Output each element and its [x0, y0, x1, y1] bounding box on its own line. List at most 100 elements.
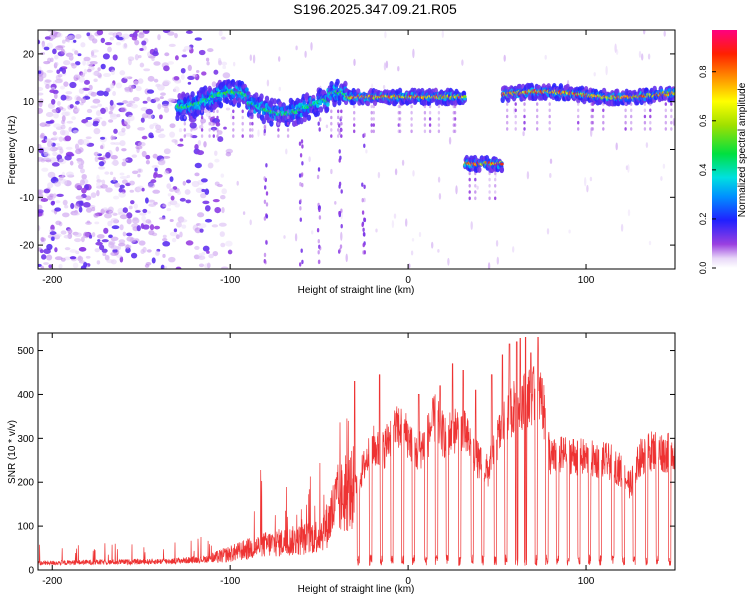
spectrogram-cell	[38, 86, 44, 92]
spectrogram-cell	[52, 131, 57, 136]
spectrogram-cell	[185, 30, 193, 34]
x-tick-label: -100	[220, 576, 240, 587]
spectrogram-cell	[201, 252, 206, 256]
spectrogram-cell	[190, 109, 193, 114]
spectrogram-cell	[308, 156, 311, 163]
spectrogram-cell	[140, 117, 145, 123]
spectrogram-cell	[85, 136, 92, 140]
spectrogram-cell	[301, 182, 304, 188]
spectrogram-cell	[61, 171, 66, 178]
spectrogram-cell	[48, 264, 53, 269]
spectrogram-cell	[452, 110, 455, 115]
spectrogram-cell	[49, 231, 57, 236]
spectrogram-cell	[105, 151, 111, 159]
spectrogram-cell	[195, 70, 200, 73]
spectrogram-cell	[211, 224, 219, 228]
spectrogram-cell	[452, 104, 455, 109]
spectrogram-cell	[110, 135, 116, 140]
spectrogram-cell	[200, 109, 204, 114]
spectrogram-cell	[363, 217, 366, 222]
spectrogram-cell	[54, 61, 59, 67]
spectrogram-cell	[52, 193, 57, 198]
spectrogram-cell	[179, 219, 188, 223]
spectrogram-cell	[324, 106, 330, 113]
spectrogram-cell	[410, 117, 413, 121]
spectrogram-cell	[80, 179, 85, 186]
spectrogram-cell	[183, 134, 186, 138]
spectrogram-cell	[56, 146, 63, 151]
spectrogram-cell	[167, 98, 176, 102]
spectrogram-cell	[362, 227, 365, 232]
spectrogram-cell	[577, 127, 580, 131]
spectrogram-cell	[224, 97, 230, 105]
spectrogram-cell	[130, 200, 135, 205]
spectrogram-cell	[110, 251, 119, 257]
spectrogram-cell	[330, 128, 333, 132]
spectrogram-cell	[304, 92, 310, 99]
spectrogram-cell	[624, 108, 627, 113]
spectrogram-cell	[330, 134, 333, 138]
spectrogram-cell	[90, 105, 98, 109]
spectrogram-cell	[241, 134, 244, 138]
spectrogram-cell	[137, 126, 146, 131]
spectrogram-cell	[198, 223, 207, 229]
spectrogram-cell	[151, 232, 158, 237]
spectrogram-cell	[91, 207, 96, 212]
spectrogram-cell	[340, 121, 343, 126]
spectrogram-cell	[107, 46, 112, 53]
spectrogram-cell	[56, 193, 64, 198]
spectrogram-cell	[353, 110, 356, 115]
spectrogram-cell	[370, 123, 373, 127]
spectrogram-cell	[223, 126, 227, 130]
spectrogram-cell	[548, 102, 551, 106]
spectrogram-cell	[334, 201, 337, 205]
spectrogram-cell	[122, 100, 129, 104]
spectrogram-cell	[44, 138, 52, 142]
spectrogram-cell	[536, 102, 539, 106]
spectrogram-cell	[295, 45, 298, 51]
spectrogram-cell	[99, 145, 104, 150]
spectrogram-cell	[330, 109, 333, 114]
spectrogram-cell	[337, 99, 342, 106]
spectrogram-cell	[577, 114, 580, 119]
spectrogram-cell	[353, 129, 356, 134]
spectrogram-cell	[218, 102, 224, 109]
spectrogram-cell	[66, 120, 74, 124]
spectrogram-cell	[179, 231, 183, 238]
spectrogram-cell	[82, 59, 86, 66]
spectrogram-cell	[299, 153, 303, 158]
spectrogram-cell	[57, 100, 61, 107]
spectrogram-cell	[101, 239, 109, 243]
spectrogram-cell	[377, 171, 381, 179]
spectrogram-cell	[452, 117, 455, 121]
spectrogram-cell	[217, 57, 222, 64]
spectrogram-cell	[112, 176, 117, 183]
spectrogram-cell	[624, 120, 627, 125]
spectrogram-cell	[428, 110, 432, 115]
spectrogram-cell	[155, 173, 163, 178]
spectrogram-cell	[92, 122, 99, 127]
spectrogram-cell	[139, 31, 145, 35]
spectrogram-cell	[142, 100, 148, 104]
spectrogram-cell	[207, 48, 214, 53]
spectrogram-cell	[190, 115, 193, 120]
spectrogram-cell	[200, 178, 208, 183]
spectrogram-cell	[220, 242, 226, 248]
spectrogram-cell	[45, 254, 53, 261]
spectrogram-cell	[232, 109, 235, 114]
spectrogram-cell	[161, 103, 169, 109]
spectrogram-cell	[643, 102, 647, 106]
spectrogram-cell	[649, 102, 652, 106]
spectrogram-cell	[103, 227, 109, 234]
spectrogram-cell	[38, 39, 41, 45]
spectrogram-cell	[60, 48, 65, 55]
y-tick-label: -20	[20, 241, 35, 252]
spectrogram-cell	[69, 81, 77, 89]
spectrogram-cell	[438, 193, 442, 200]
spectrogram-cell	[148, 203, 157, 207]
spectrogram-cell	[40, 198, 49, 202]
spectrogram-cell	[264, 185, 267, 190]
y-tick-label: 300	[17, 434, 34, 445]
spectrogram-cell	[115, 41, 122, 46]
spectrogram-cell	[147, 182, 156, 189]
